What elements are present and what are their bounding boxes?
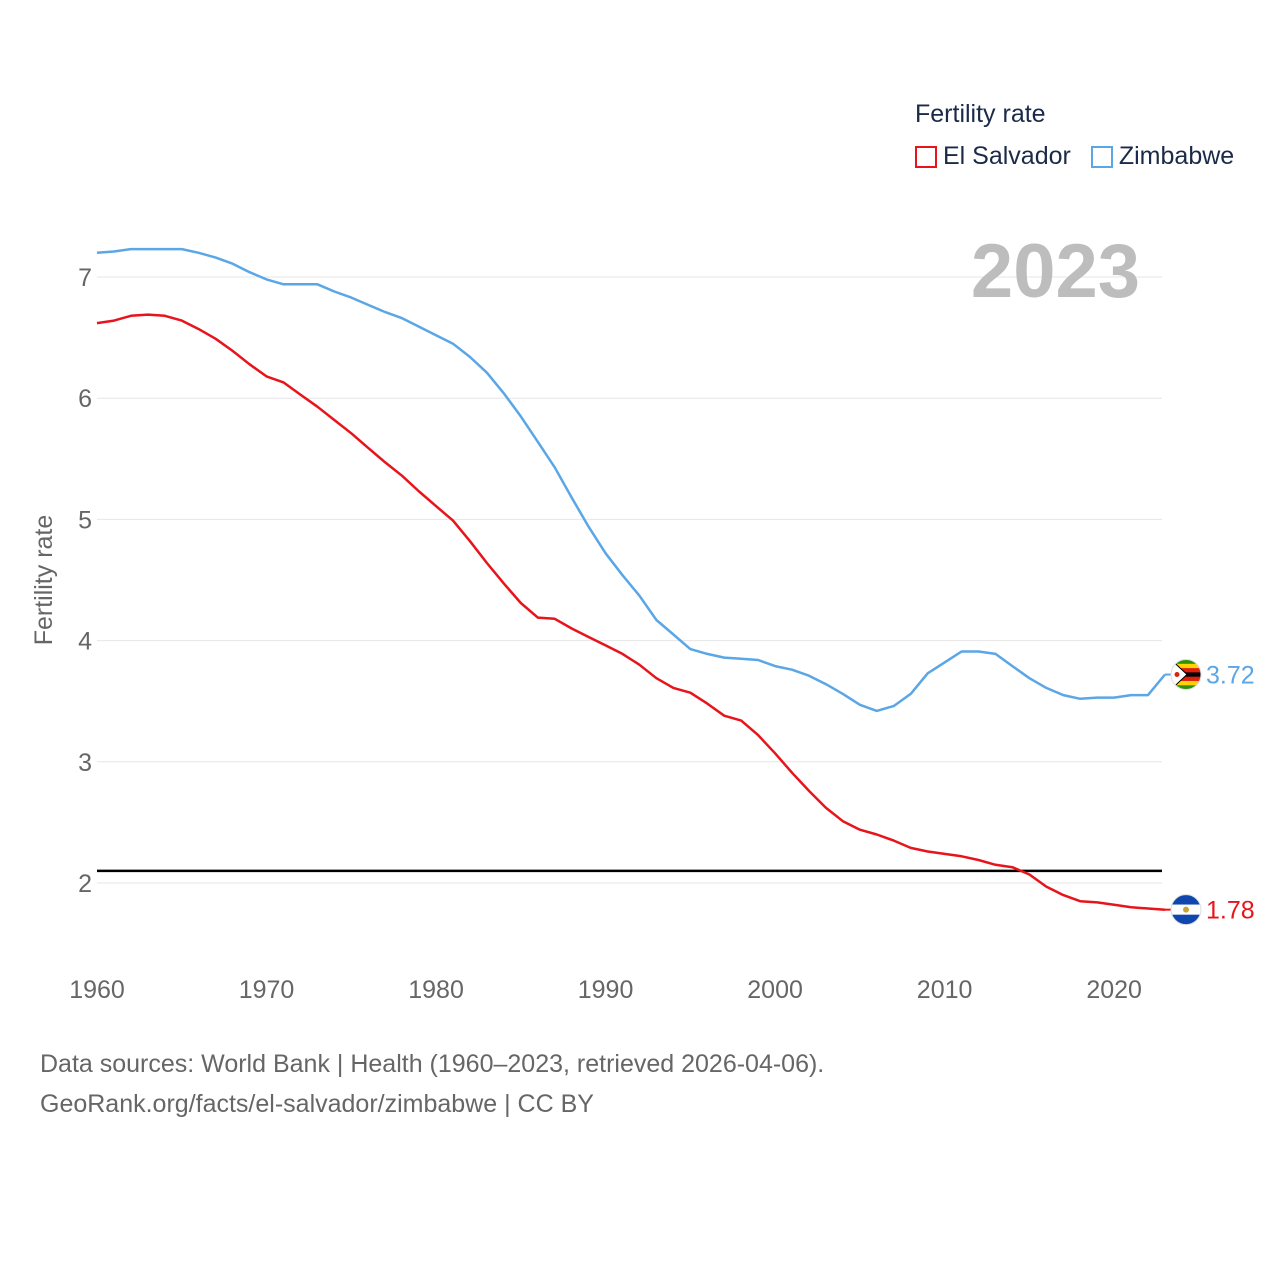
y-tick-label: 6 (78, 385, 92, 413)
legend-title: Fertility rate (915, 100, 1046, 128)
y-axis-ticks: 2 3 4 5 6 7 (78, 264, 92, 898)
el-salvador-flag-icon (1170, 894, 1202, 926)
series-line-zimbabwe[interactable] (96, 247, 1166, 713)
footer-attribution-link[interactable]: GeoRank.org/facts/el-salvador/zimbabwe |… (40, 1090, 594, 1118)
y-axis-label: Fertility rate (30, 515, 58, 646)
y-tick-label: 4 (78, 628, 92, 656)
x-tick-label: 2010 (917, 976, 973, 1004)
series-end-label-zimbabwe: 3.72 (1206, 662, 1255, 690)
series-lines (96, 247, 1166, 911)
x-tick-label: 1990 (578, 976, 634, 1004)
legend-item-zimbabwe[interactable]: Zimbabwe (1090, 142, 1235, 171)
y-tick-label: 7 (78, 264, 92, 292)
gridlines (97, 276, 1162, 884)
x-axis-ticks: 1960 1970 1980 1990 2000 2010 2020 (69, 976, 1142, 1004)
legend: El Salvador Zimbabwe (915, 142, 1254, 171)
zimbabwe-flag-icon (1170, 659, 1202, 691)
series-end-labels: 1.78 3.72 (1165, 659, 1255, 926)
footer: Data sources: World Bank | Health (1960–… (40, 1044, 824, 1124)
year-label: 2023 (970, 229, 1140, 314)
y-tick-label: 3 (78, 749, 92, 777)
footer-data-sources: Data sources: World Bank | Health (1960–… (40, 1050, 825, 1078)
legend-label-el-salvador: El Salvador (943, 142, 1071, 170)
y-tick-label: 5 (78, 506, 92, 534)
x-tick-label: 1980 (408, 976, 464, 1004)
x-tick-label: 1960 (69, 976, 125, 1004)
x-tick-label: 2020 (1086, 976, 1142, 1004)
series-end-label-el-salvador: 1.78 (1206, 897, 1255, 925)
legend-swatch-el-salvador (915, 145, 937, 168)
y-tick-label: 2 (78, 870, 92, 898)
legend-item-el-salvador[interactable]: El Salvador (915, 142, 1071, 171)
x-tick-label: 2000 (747, 976, 803, 1004)
legend-label-zimbabwe: Zimbabwe (1118, 142, 1235, 170)
legend-swatch-zimbabwe (1090, 145, 1113, 168)
x-tick-label: 1970 (239, 976, 295, 1004)
series-line-el-salvador[interactable] (96, 313, 1166, 911)
